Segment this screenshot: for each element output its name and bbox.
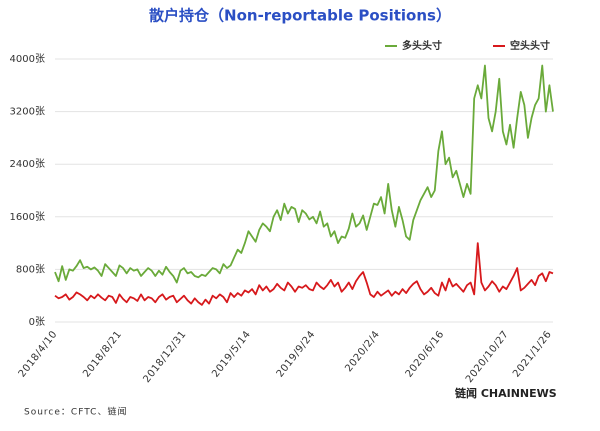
series-line: [54, 64, 554, 284]
x-tick-label: 2018/8/21: [81, 329, 124, 380]
x-tick-label: 2020/2/4: [343, 329, 382, 374]
x-tick-label: 2018/12/31: [141, 329, 188, 385]
y-tick-label: 1600张: [10, 211, 45, 223]
y-tick-label: 4000张: [10, 53, 45, 65]
source: Source：CFTC、链闻: [24, 406, 127, 418]
chart-title: 散户持仓（Non-reportable Positions）: [149, 7, 451, 25]
y-tick-label: 0张: [29, 316, 45, 328]
y-tick-label: 3200张: [10, 106, 45, 118]
legend-label: 空头头寸: [510, 39, 550, 52]
x-tick-label: 2019/9/24: [275, 329, 318, 380]
x-tick-label: 2020/6/16: [404, 329, 447, 380]
x-tick-label: 2021/1/26: [511, 329, 554, 380]
x-tick-label: 2019/5/14: [210, 329, 253, 380]
x-tick-label: 2020/10/27: [464, 329, 511, 385]
y-tick-label: 2400张: [10, 158, 45, 170]
x-tick-label: 2018/4/10: [17, 329, 60, 380]
logo: 链闻 CHAINNEWS: [455, 386, 557, 400]
legend-label: 多头头寸: [402, 39, 442, 52]
series-line: [54, 242, 554, 306]
y-tick-label: 800张: [16, 263, 45, 275]
